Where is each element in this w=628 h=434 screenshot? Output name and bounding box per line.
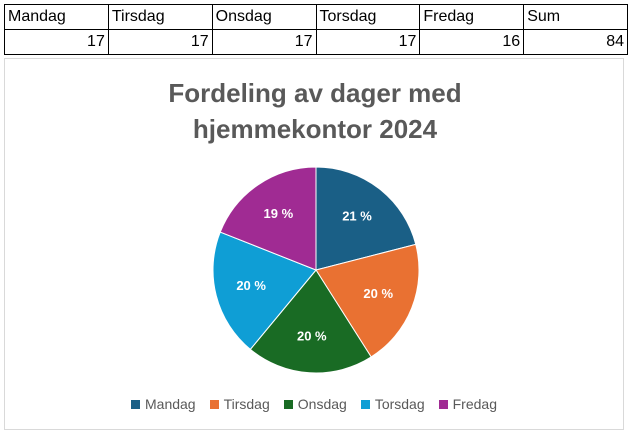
legend-label: Torsdag (374, 396, 425, 412)
header-cell: Sum (523, 4, 628, 30)
pie-slice (315, 166, 417, 271)
legend-swatch (131, 399, 140, 409)
value-row: 17 17 17 17 16 84 (4, 29, 628, 55)
value-cell: 17 (211, 29, 317, 55)
legend-item: Tirsdag (209, 396, 270, 412)
legend-label: Mandag (145, 396, 196, 412)
pie-slice (219, 166, 317, 271)
header-cell: Onsdag (211, 4, 317, 30)
chart: 21 % 20 % 20 % 20 % 19 % (212, 166, 420, 374)
legend-swatch (360, 399, 370, 409)
pie-slice (249, 269, 372, 374)
header-cell: Torsdag (315, 4, 421, 30)
value-cell: 17 (107, 29, 213, 55)
pie-slice (315, 243, 420, 358)
header-cell: Tirsdag (107, 4, 213, 30)
legend-label: Tirsdag (223, 396, 270, 412)
value-cell: 17 (4, 29, 109, 55)
header-cell: Fredag (419, 4, 525, 30)
legend-label: Fredag (452, 396, 497, 412)
data-label: 19 % (264, 206, 294, 221)
legend-item: Torsdag (360, 396, 425, 412)
data-label: 20 % (236, 278, 266, 293)
legend: Mandag Tirsdag Onsdag Torsdag Fredag (5, 396, 623, 412)
legend-item: Mandag (131, 396, 196, 412)
sheet-table: Mandag Tirsdag Onsdag Torsdag Fredag Sum 17 17… (4, 4, 628, 55)
legend-item: Fredag (438, 396, 497, 412)
data-label: 21 % (342, 209, 372, 224)
legend-swatch (438, 399, 448, 409)
header-cell: Mandag (4, 4, 109, 30)
legend-swatch (283, 399, 293, 409)
legend-swatch (209, 399, 219, 409)
data-label: 20 % (297, 328, 327, 343)
data-label: 20 % (363, 286, 393, 301)
value-cell: 17 (315, 29, 421, 55)
legend-label: Onsdag (297, 396, 347, 412)
value-cell: 16 (419, 29, 525, 55)
pie-slice (212, 231, 317, 351)
legend-item: Onsdag (283, 396, 347, 412)
chart-area[interactable]: 21 % 20 % 20 % 20 % 19 % Fordeling av dager … (4, 58, 624, 430)
chart-title: Fordeling av dager med hjemmekontor 2024 (168, 78, 462, 144)
value-cell: 84 (523, 29, 628, 55)
header-row: Mandag Tirsdag Onsdag Torsdag Fredag Sum (4, 4, 628, 30)
